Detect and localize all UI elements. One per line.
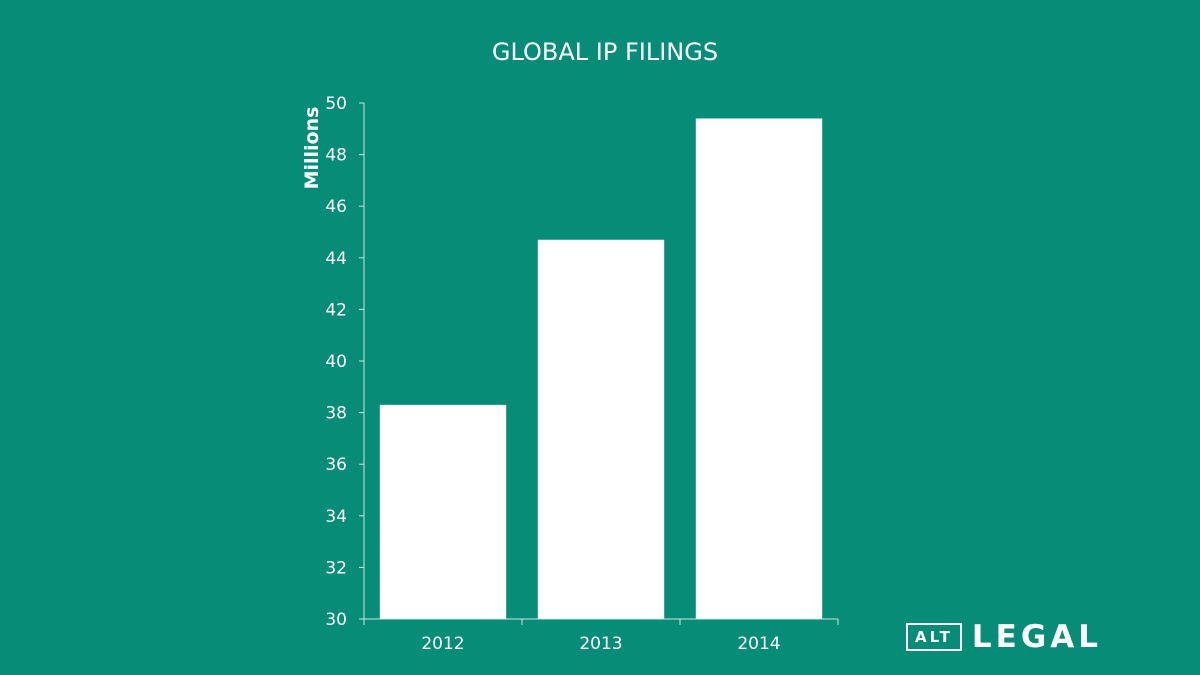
bar-2014: [695, 118, 823, 619]
bar-2013: [537, 239, 665, 620]
x-tick-label: 2014: [737, 634, 780, 654]
y-tick-label: 34: [325, 507, 347, 527]
y-tick-label: 36: [325, 455, 347, 475]
y-tick-label: 48: [325, 146, 347, 166]
x-axis: 2012 2013 2014: [363, 618, 839, 654]
x-tick-label: 2012: [421, 634, 464, 654]
chart-title: GLOBAL IP FILINGS: [492, 38, 718, 66]
logo-box: ALT: [906, 623, 962, 651]
y-tick-label: 46: [325, 197, 347, 217]
logo-word: LEGAL: [971, 619, 1103, 655]
y-tick-label: 32: [325, 558, 347, 578]
alt-legal-logo: ALT LEGAL: [906, 620, 1102, 654]
y-axis-label: Millions: [301, 107, 323, 190]
y-axis: 30 32 34 36 38 40 42 44 46 48 50: [325, 94, 365, 630]
y-tick-label: 44: [325, 249, 347, 269]
x-tick-label: 2013: [579, 634, 622, 654]
y-tick-label: 50: [325, 94, 347, 114]
logo-boxed-text: ALT: [915, 628, 953, 646]
y-tick-label: 30: [325, 610, 347, 630]
y-tick-label: 42: [325, 300, 347, 320]
y-tick-label: 40: [325, 352, 347, 372]
y-tick-label: 38: [325, 404, 347, 424]
bar-2012: [379, 404, 507, 619]
bar-series: [379, 118, 823, 620]
